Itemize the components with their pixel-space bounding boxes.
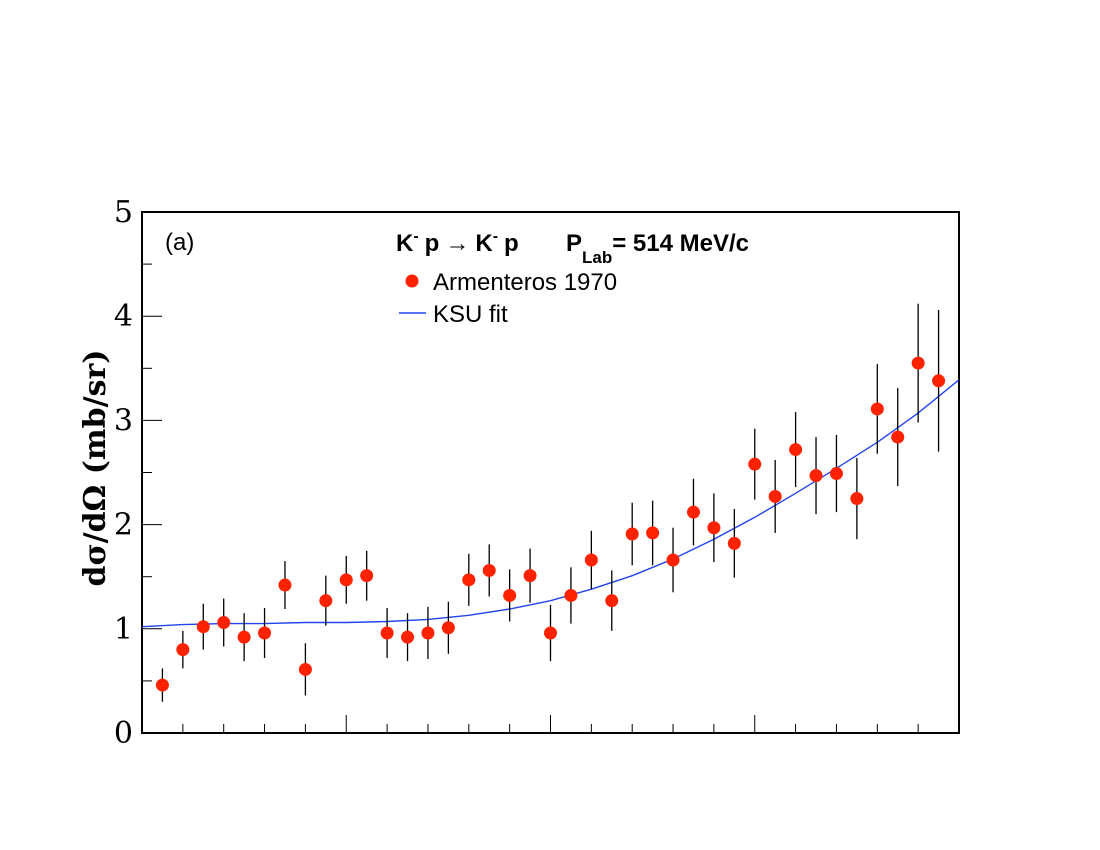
y-axis-label: dσ/dΩ (mb/sr)	[78, 350, 113, 587]
data-point	[319, 594, 333, 608]
title-momentum-value: = 514 MeV/c	[612, 230, 749, 257]
data-point	[503, 588, 517, 602]
title-k2: K	[475, 230, 493, 257]
data-point	[789, 443, 803, 457]
title-k1-sup: -	[413, 228, 418, 245]
data-point	[932, 374, 946, 388]
data-point	[891, 430, 905, 444]
data-point	[768, 489, 782, 503]
data-point	[421, 626, 435, 640]
data-point	[462, 573, 476, 587]
legend: Armenteros 1970 KSU fit	[399, 269, 617, 328]
ksu-fit-curve	[141, 379, 960, 628]
data-point	[625, 527, 639, 541]
title-momentum: PLab= 514 MeV/c	[566, 230, 749, 267]
data-point	[544, 626, 557, 640]
y-tick-labels: 0 1 2 3 4 5	[114, 195, 133, 751]
data-point	[401, 630, 415, 644]
title-p-lab-sub: Lab	[582, 248, 612, 267]
chart-title: K-p → K-p PLab= 514 MeV/c	[396, 228, 749, 267]
data-point	[850, 492, 864, 506]
data-point	[584, 553, 598, 567]
data-point	[605, 594, 619, 608]
data-point	[646, 526, 660, 540]
legend-marker-armenteros	[405, 274, 419, 288]
legend-label-ksu-fit: KSU fit	[433, 301, 508, 328]
data-point	[829, 467, 843, 481]
title-reaction: K-p → K-p	[396, 228, 519, 257]
panel-label: (a)	[165, 229, 194, 256]
y-tick-label: 1	[114, 612, 133, 647]
data-point	[441, 621, 455, 635]
data-points	[155, 303, 946, 702]
data-point	[278, 578, 292, 592]
title-k1: K	[396, 230, 414, 257]
data-point	[196, 620, 210, 634]
data-point	[809, 469, 823, 483]
y-tick-label: 4	[114, 299, 133, 334]
data-point	[523, 569, 537, 583]
data-point	[360, 569, 374, 583]
data-point	[727, 536, 741, 550]
data-point	[686, 505, 700, 519]
axis-ticks	[142, 211, 919, 734]
title-p-lab: P	[566, 230, 582, 257]
data-point	[298, 662, 312, 676]
y-tick-label: 0	[114, 716, 133, 751]
data-point	[155, 678, 169, 692]
legend-label-armenteros: Armenteros 1970	[433, 269, 617, 296]
title-p1: p	[425, 230, 440, 257]
data-point	[564, 588, 578, 602]
data-point	[258, 626, 272, 640]
data-point	[339, 573, 353, 587]
data-point	[870, 402, 884, 416]
title-k2-sup: -	[493, 228, 498, 245]
data-point	[237, 630, 251, 644]
title-p2: p	[504, 230, 519, 257]
data-point	[482, 563, 496, 577]
data-point	[217, 616, 231, 630]
data-point	[176, 643, 190, 657]
data-point	[748, 457, 762, 471]
title-arrow: →	[445, 230, 469, 257]
data-point	[911, 356, 925, 370]
data-point	[666, 553, 680, 567]
y-tick-label: 3	[114, 403, 133, 438]
y-tick-label: 2	[114, 508, 133, 543]
y-tick-label: 5	[114, 195, 133, 230]
data-point	[707, 521, 721, 535]
data-point	[380, 626, 394, 640]
